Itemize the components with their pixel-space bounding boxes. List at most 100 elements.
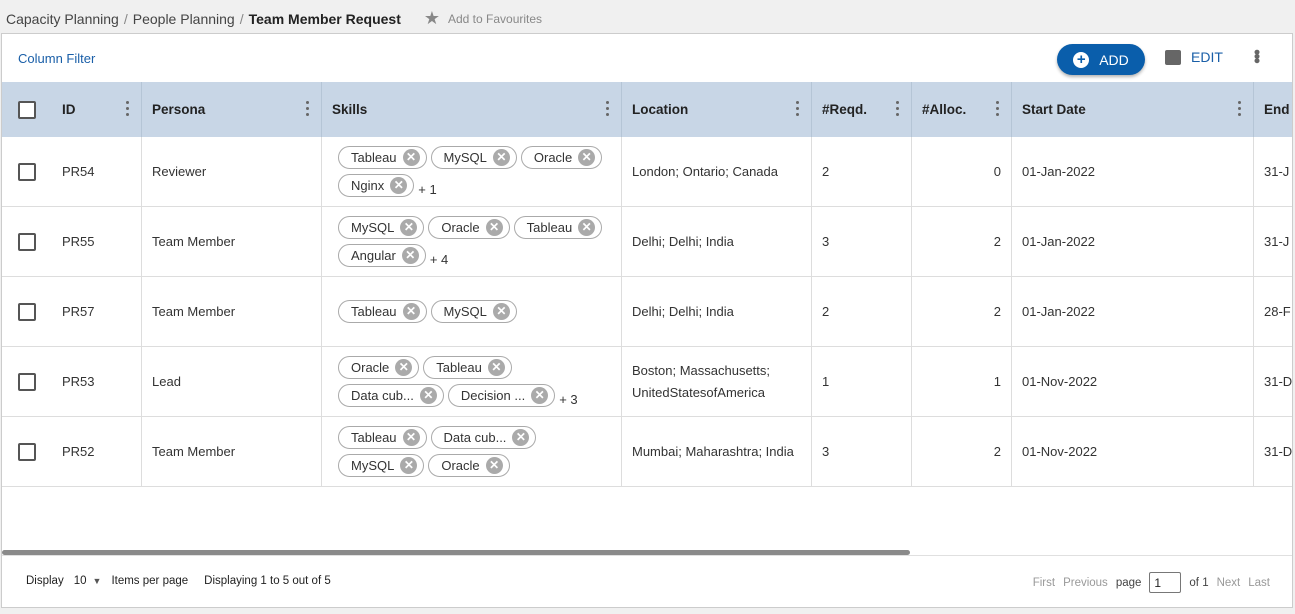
- remove-chip-icon[interactable]: ✕: [485, 219, 503, 236]
- last-page-button[interactable]: Last: [1248, 576, 1270, 589]
- remove-chip-icon[interactable]: ✕: [492, 303, 510, 320]
- reqd-cell: 3: [812, 207, 912, 276]
- grid-panel: Column Filter + ADD EDIT ••• ID Persona Ski…: [1, 33, 1293, 608]
- page-size-select[interactable]: 10 ▼: [74, 575, 102, 587]
- skill-label: Tableau: [351, 430, 397, 445]
- row-checkbox[interactable]: [18, 162, 36, 181]
- column-header-7[interactable]: End: [1254, 82, 1292, 137]
- id-cell-value: PR54: [62, 164, 95, 179]
- remove-chip-icon[interactable]: ✕: [395, 359, 413, 376]
- breadcrumb-capacity-planning[interactable]: Capacity Planning: [6, 10, 119, 27]
- table-row: PR54 Reviewer Tableau ✕ MySQL ✕ Oracle ✕ Nginx ✕ +…: [2, 137, 1292, 207]
- column-header-label: Persona: [152, 102, 206, 117]
- row-checkbox[interactable]: [18, 372, 36, 391]
- more-skills-count[interactable]: + 3: [559, 392, 578, 407]
- table-row: PR52 Team Member Tableau ✕ Data cub... ✕ MySQL…: [2, 417, 1292, 487]
- remove-chip-icon[interactable]: ✕: [400, 219, 418, 236]
- reqd-cell: 1: [812, 347, 912, 416]
- display-summary: Displaying 1 to 5 out of 5: [204, 575, 331, 587]
- more-skills-count[interactable]: + 4: [429, 252, 449, 267]
- location-cell-value: Boston; Massachusetts; UnitedStatesofAme…: [632, 362, 771, 400]
- edit-icon: [1165, 49, 1181, 65]
- previous-page-button[interactable]: Previous: [1063, 576, 1108, 589]
- skill-chip: Decision ... ✕: [447, 384, 556, 407]
- column-header-5[interactable]: #Alloc.: [912, 82, 1012, 137]
- favourites-label: Add to Favourites: [448, 11, 543, 26]
- skill-label: Oracle: [441, 220, 480, 235]
- row-select-cell: [2, 277, 42, 346]
- remove-chip-icon[interactable]: ✕: [390, 177, 408, 194]
- remove-chip-icon[interactable]: ✕: [402, 149, 420, 166]
- remove-chip-icon[interactable]: ✕: [578, 149, 596, 166]
- next-page-button[interactable]: Next: [1216, 576, 1241, 589]
- column-header-1[interactable]: Persona: [142, 82, 322, 137]
- page-label: page: [1115, 576, 1142, 589]
- alloc-cell: 2: [912, 277, 1012, 346]
- more-skills-count[interactable]: + 1: [418, 182, 437, 197]
- remove-chip-icon[interactable]: ✕: [492, 149, 510, 166]
- remove-chip-icon[interactable]: ✕: [401, 247, 419, 264]
- reqd-cell: 2: [812, 137, 912, 206]
- alloc-cell: 0: [912, 137, 1012, 206]
- more-options-icon[interactable]: •••: [1247, 49, 1267, 62]
- column-menu-icon[interactable]: [896, 101, 899, 116]
- remove-chip-icon[interactable]: ✕: [400, 457, 418, 474]
- reqd-cell-value: 2: [822, 164, 830, 179]
- first-page-button[interactable]: First: [1032, 576, 1056, 589]
- reqd-cell-value: 2: [822, 304, 830, 319]
- page-title: Team Member Request: [248, 10, 401, 27]
- select-all-checkbox[interactable]: [18, 100, 36, 119]
- remove-chip-icon[interactable]: ✕: [402, 429, 420, 446]
- column-header-4[interactable]: #Reqd.: [812, 82, 912, 137]
- end-date-cell: 31-J: [1254, 137, 1292, 206]
- remove-chip-icon[interactable]: ✕: [419, 387, 437, 404]
- column-filter-link[interactable]: Column Filter: [18, 51, 96, 66]
- separator: /: [239, 10, 244, 27]
- column-menu-icon[interactable]: [306, 101, 309, 116]
- column-menu-icon[interactable]: [996, 101, 999, 116]
- remove-chip-icon[interactable]: ✕: [402, 303, 420, 320]
- column-header-2[interactable]: Skills: [322, 82, 622, 137]
- skill-chip: MySQL ✕: [430, 146, 517, 169]
- column-menu-icon[interactable]: [606, 101, 609, 116]
- pagination-right: First Previous page of 1 Next Last: [1033, 572, 1270, 593]
- skill-chip: Tableau ✕: [338, 300, 427, 323]
- column-header-label: Location: [632, 102, 689, 117]
- add-to-favourites[interactable]: ★ Add to Favourites: [424, 8, 542, 29]
- table-row: PR55 Team Member MySQL ✕ Oracle ✕ Tableau ✕ Angu…: [2, 207, 1292, 277]
- remove-chip-icon[interactable]: ✕: [578, 219, 596, 236]
- breadcrumb-people-planning[interactable]: People Planning: [132, 10, 235, 27]
- table-row: PR53 Lead Oracle ✕ Tableau ✕ Data cub... ✕ Decis…: [2, 347, 1293, 417]
- page-number-input[interactable]: [1149, 572, 1182, 593]
- breadcrumb: Capacity Planning / People Planning / Team…: [6, 8, 542, 29]
- alloc-cell: 2: [912, 207, 1012, 276]
- remove-chip-icon[interactable]: ✕: [487, 359, 505, 376]
- edit-button[interactable]: EDIT: [1165, 49, 1223, 65]
- column-header-3[interactable]: Location: [622, 82, 812, 137]
- add-button[interactable]: + ADD: [1057, 44, 1145, 75]
- skill-label: Data cub...: [351, 388, 414, 403]
- skills-cell: MySQL ✕ Oracle ✕ Tableau ✕ Angular ✕ + 4: [322, 207, 622, 276]
- row-checkbox[interactable]: [18, 302, 36, 321]
- horizontal-scrollbar[interactable]: [2, 550, 910, 555]
- star-icon: ★: [423, 8, 440, 28]
- remove-chip-icon[interactable]: ✕: [531, 387, 549, 404]
- remove-chip-icon[interactable]: ✕: [512, 429, 530, 446]
- column-header-label: #Alloc.: [922, 102, 967, 117]
- end-date-cell-value: 31-D: [1264, 374, 1293, 389]
- start-date-cell-value: 01-Jan-2022: [1022, 234, 1095, 249]
- skill-label: Tableau: [436, 360, 482, 375]
- id-cell-value: PR53: [62, 374, 95, 389]
- column-menu-icon[interactable]: [796, 101, 799, 116]
- row-checkbox[interactable]: [18, 232, 36, 251]
- column-header-0[interactable]: ID: [42, 82, 142, 137]
- column-menu-icon[interactable]: [126, 101, 129, 116]
- column-menu-icon[interactable]: [1238, 101, 1241, 116]
- row-checkbox[interactable]: [18, 442, 36, 461]
- column-header-label: End: [1264, 102, 1290, 117]
- skills-cell: Oracle ✕ Tableau ✕ Data cub... ✕ Decision ... ✕…: [322, 347, 622, 416]
- scrollbar-track: [2, 555, 1292, 556]
- column-header-6[interactable]: Start Date: [1012, 82, 1254, 137]
- reqd-cell: 2: [812, 277, 912, 346]
- remove-chip-icon[interactable]: ✕: [485, 457, 503, 474]
